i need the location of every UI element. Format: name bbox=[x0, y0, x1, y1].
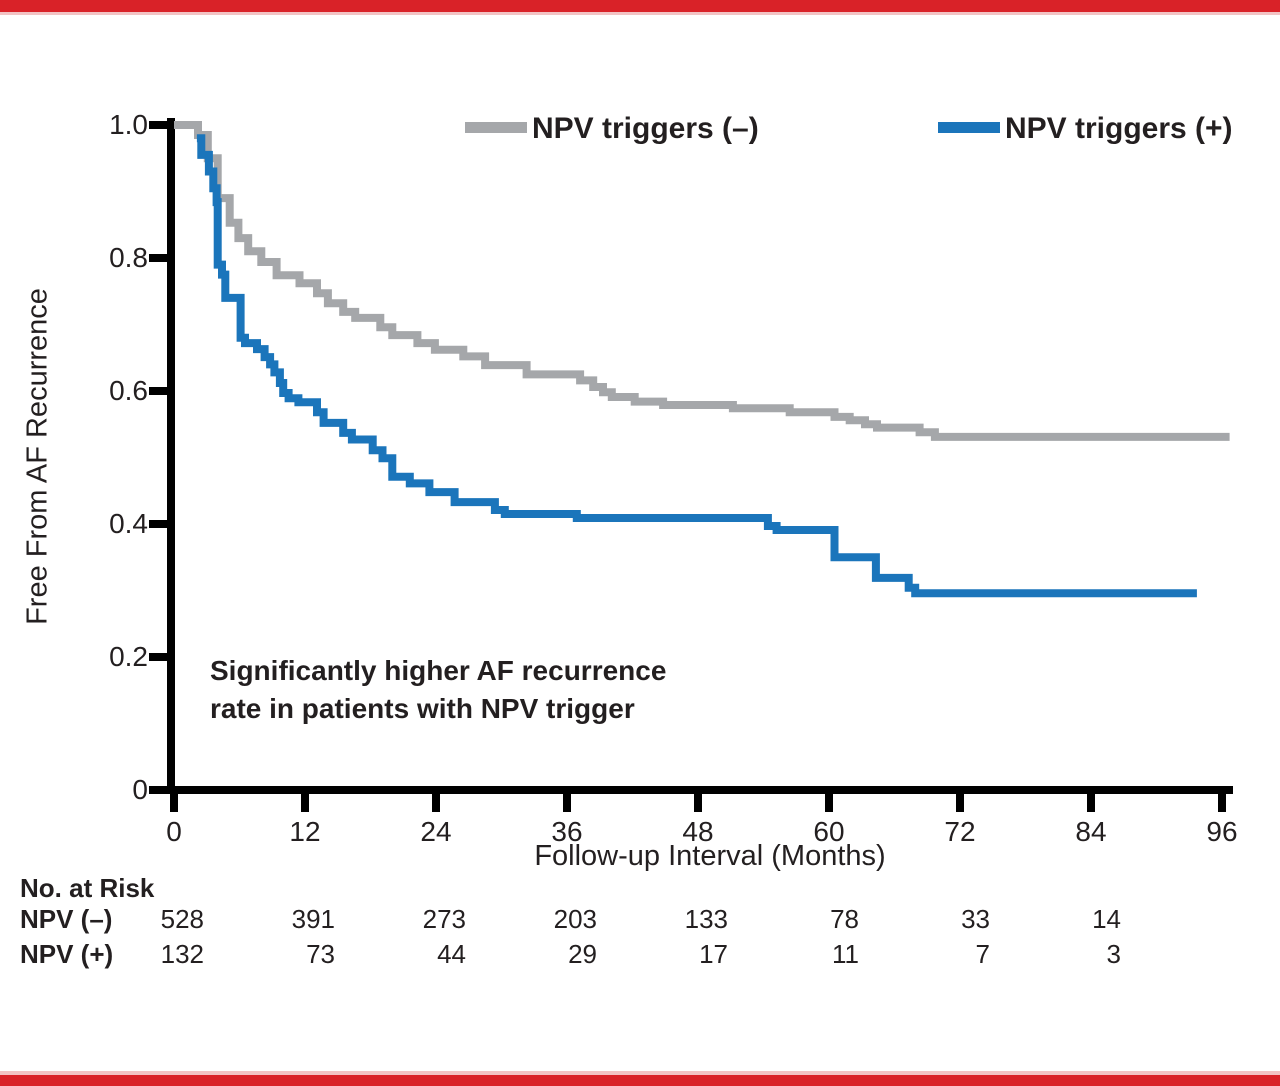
risk-cell: 44 bbox=[437, 939, 466, 969]
legend-label-npv-positive: NPV triggers (+) bbox=[1005, 112, 1233, 145]
y-axis-tick bbox=[149, 121, 175, 129]
x-tick-label: 96 bbox=[1206, 816, 1238, 847]
top-accent-bar-shadow bbox=[0, 12, 1280, 15]
x-tick-label: 84 bbox=[1075, 816, 1107, 847]
annotation-line-1: Significantly higher AF recurrence bbox=[210, 655, 667, 686]
y-tick-label: 0.6 bbox=[109, 375, 148, 406]
y-axis-tick bbox=[149, 786, 175, 794]
y-tick-label: 0 bbox=[132, 774, 148, 805]
risk-cell: 11 bbox=[832, 939, 859, 969]
legend-swatch-npv-positive bbox=[938, 122, 1000, 133]
risk-cell: 29 bbox=[568, 939, 597, 969]
legend-label-npv-negative: NPV triggers (–) bbox=[532, 112, 759, 145]
y-axis-title: Free From AF Recurrence bbox=[21, 288, 54, 625]
x-tick-label: 12 bbox=[289, 816, 321, 847]
annotation-text: Significantly higher AF recurrence rate … bbox=[210, 652, 666, 728]
x-axis-tick bbox=[170, 786, 178, 812]
risk-cell: 132 bbox=[160, 939, 204, 969]
legend-swatch-npv-negative bbox=[465, 122, 527, 133]
y-tick-label: 0.2 bbox=[109, 641, 148, 672]
y-tick-label: 0.8 bbox=[109, 242, 148, 273]
x-tick-label: 24 bbox=[420, 816, 452, 847]
risk-cell: 528 bbox=[160, 904, 204, 934]
y-axis-tick bbox=[149, 653, 175, 661]
y-tick-label: 1.0 bbox=[109, 109, 148, 140]
x-tick-label: 48 bbox=[682, 816, 714, 847]
x-axis-tick bbox=[1087, 786, 1095, 812]
risk-cell: 73 bbox=[306, 939, 335, 969]
x-axis-tick bbox=[1218, 786, 1226, 812]
x-axis-tick bbox=[825, 786, 833, 812]
risk-cell: 133 bbox=[684, 904, 728, 934]
x-axis-tick bbox=[956, 786, 964, 812]
y-axis-tick bbox=[149, 387, 175, 395]
x-axis-tick bbox=[694, 786, 702, 812]
x-tick-label: 60 bbox=[813, 816, 845, 847]
bottom-accent-bar-shadow bbox=[0, 1071, 1280, 1075]
x-axis-tick bbox=[563, 786, 571, 812]
risk-cell: 33 bbox=[961, 904, 990, 934]
x-axis-tick bbox=[301, 786, 309, 812]
top-accent-bar bbox=[0, 0, 1280, 12]
km-curve-npv-positive bbox=[196, 134, 1197, 598]
risk-cell: 14 bbox=[1092, 904, 1121, 934]
x-tick-label: 0 bbox=[166, 816, 182, 847]
risk-table-header: No. at Risk bbox=[20, 873, 155, 903]
risk-row-label-npv-positive: NPV (+) bbox=[20, 939, 114, 969]
risk-cell: 78 bbox=[830, 904, 859, 934]
x-tick-label: 36 bbox=[551, 816, 583, 847]
x-axis-tick bbox=[432, 786, 440, 812]
x-axis-title: Follow-up Interval (Months) bbox=[534, 840, 886, 872]
annotation-line-2: rate in patients with NPV trigger bbox=[210, 693, 635, 724]
risk-cell: 7 bbox=[975, 939, 990, 969]
y-tick-label: 0.4 bbox=[109, 508, 148, 539]
risk-cell: 3 bbox=[1106, 939, 1121, 969]
x-tick-label: 72 bbox=[944, 816, 976, 847]
risk-cell: 17 bbox=[699, 939, 728, 969]
risk-cell: 203 bbox=[553, 904, 597, 934]
risk-row-label-npv-negative: NPV (–) bbox=[20, 904, 113, 934]
y-axis-tick bbox=[149, 520, 175, 528]
km-curve-npv-negative bbox=[174, 121, 1230, 441]
bottom-accent-bar bbox=[0, 1075, 1280, 1086]
risk-cell: 391 bbox=[291, 904, 335, 934]
risk-cell: 273 bbox=[422, 904, 466, 934]
y-axis-tick bbox=[149, 254, 175, 262]
y-axis-line bbox=[167, 118, 175, 794]
